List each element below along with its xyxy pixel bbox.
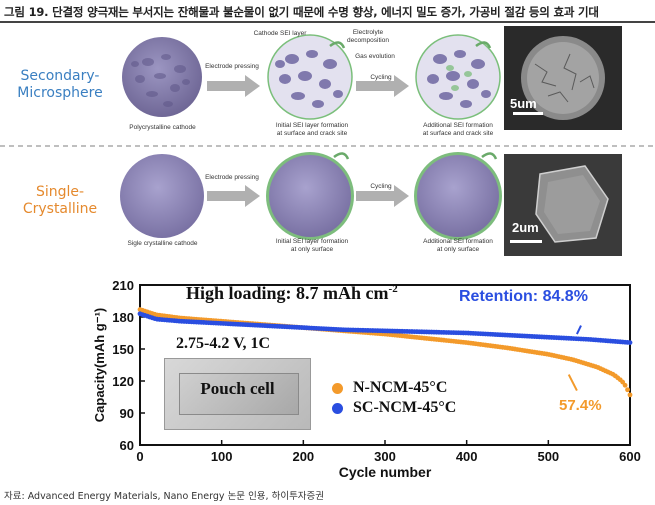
retention-arrow xyxy=(576,325,582,335)
row2-caption3: Additional SEI formation at only surface xyxy=(398,238,518,254)
row1-caption2-line1: Initial SEI layer formation xyxy=(275,122,349,129)
gas-label: Gas evolution xyxy=(355,53,395,60)
data-point xyxy=(627,392,633,398)
x-tick-label: 200 xyxy=(292,449,314,464)
orange-retention: 57.4% xyxy=(559,397,602,414)
row1-caption3-line2: at surface and crack site xyxy=(422,130,494,137)
x-tick-label: 0 xyxy=(136,449,143,464)
legend-label-sc-ncm: SC-NCM-45°C xyxy=(353,399,457,416)
data-point xyxy=(622,382,628,388)
x-tick-label: 300 xyxy=(374,449,396,464)
x-tick-label: 600 xyxy=(619,449,641,464)
retention-annotation: Retention: 84.8% xyxy=(459,288,588,306)
row1-caption2-line2: at surface and crack site xyxy=(276,130,348,137)
retention-label: Retention: xyxy=(459,288,539,305)
row2-label: Single- Crystalline xyxy=(0,184,120,218)
row2-caption2-line1: Initial SEI layer formation xyxy=(275,238,349,245)
electrolyte-line2: decomposition xyxy=(347,37,389,44)
row1-label-line1: Secondary- xyxy=(20,68,100,84)
pouch-cell-body xyxy=(179,373,299,415)
row2-caption3-line2: at only surface xyxy=(436,246,480,253)
legend-label-n-ncm: N-NCM-45°C xyxy=(353,379,448,396)
arrow-pressing-row2 xyxy=(207,185,260,207)
arrow-cycling-row2 xyxy=(356,185,409,207)
y-axis-label: Capacity(mAh g⁻¹) xyxy=(92,308,107,422)
legend-marker-orange xyxy=(332,382,343,394)
electrolyte-line1: Electrolyte xyxy=(352,29,384,36)
single-crystal-additional-sei xyxy=(414,152,502,240)
y-tick-label: 60 xyxy=(120,438,134,453)
sem-image-single xyxy=(504,154,622,256)
initial-sei-cluster xyxy=(267,34,353,120)
row2-label-line2: Crystalline xyxy=(22,201,98,217)
row1-caption3-line1: Additional SEI formation xyxy=(423,122,493,129)
pouch-cell-label: Pouch cell xyxy=(200,379,275,398)
row2-arrow2-label: Cycling xyxy=(370,183,392,190)
single-crystal-cathode xyxy=(120,154,204,238)
electrolyte-label: Electrolyte decomposition xyxy=(330,29,406,45)
additional-sei-cluster xyxy=(415,34,501,120)
schematic-figure xyxy=(0,26,655,256)
row2-caption3-line1: Additional SEI formation xyxy=(423,238,493,245)
sem-image-secondary xyxy=(504,26,622,130)
row1-arrow1-label: Electrode pressing xyxy=(205,63,259,70)
scale-5um: 5um xyxy=(510,96,537,111)
x-tick-label: 400 xyxy=(456,449,478,464)
row2-cathode-caption: Sigle crystalline cathode xyxy=(127,240,198,247)
row2-caption2-line2: at only surface xyxy=(290,246,334,253)
row1-label: Secondary- Microsphere xyxy=(0,68,120,102)
figure-title: 그림 19. 단결정 양극재는 부서지는 잔해물과 불순물이 없기 때문에 수명… xyxy=(4,5,599,19)
scale-2um: 2um xyxy=(512,220,539,235)
x-tick-label: 500 xyxy=(537,449,559,464)
loading-text: High loading: 8.7 mAh cm xyxy=(186,283,389,303)
orange-arrow xyxy=(567,374,578,392)
data-point xyxy=(625,387,630,393)
voltage-annotation: 2.75-4.2 V, 1C xyxy=(176,335,271,352)
polycrystalline-cathode xyxy=(122,37,202,117)
legend-marker-blue xyxy=(332,402,343,414)
y-tick-label: 180 xyxy=(112,310,134,325)
row1-caption2: Initial SEI layer formation at surface a… xyxy=(252,122,372,138)
title-rule xyxy=(0,21,655,23)
y-tick-label: 150 xyxy=(112,342,134,357)
loading-annotation: High loading: 8.7 mAh cm-2 xyxy=(186,283,398,304)
capacity-chart: 60 90 120 150 180 210 0 100 200 300 400 500 600 Cycle… xyxy=(92,278,641,480)
y-tick-label: 120 xyxy=(112,374,134,389)
legend-item-sc-ncm: SC-NCM-45°C xyxy=(332,398,456,418)
row1-cathode-caption: Polycrystalline cathode xyxy=(129,124,196,131)
row1-label-line2: Microsphere xyxy=(17,85,103,101)
loading-sup: -2 xyxy=(388,283,398,295)
legend-item-n-ncm: N-NCM-45°C xyxy=(332,378,456,398)
y-tick-label: 90 xyxy=(120,406,134,421)
retention-value: 84.8% xyxy=(542,288,588,305)
sei-layer-label: Cathode SEI layer xyxy=(253,30,307,37)
row2-caption2: Initial SEI layer formation at only surf… xyxy=(252,238,372,254)
row2-label-line1: Single- xyxy=(35,184,85,200)
row1-arrow2-label: Cycling xyxy=(370,74,392,81)
x-axis-label: Cycle number xyxy=(339,464,432,480)
x-tick-label: 100 xyxy=(211,449,233,464)
row2-arrow1-label: Electrode pressing xyxy=(205,174,259,181)
series-sc-ncm xyxy=(137,311,633,345)
data-point xyxy=(627,340,633,345)
legend: N-NCM-45°C SC-NCM-45°C xyxy=(332,378,456,418)
arrow-pressing-row1 xyxy=(207,75,260,97)
pouch-cell-photo: Pouch cell xyxy=(164,358,311,430)
single-crystal-initial-sei xyxy=(266,152,354,240)
row1-caption3: Additional SEI formation at surface and … xyxy=(398,122,518,138)
y-tick-label: 210 xyxy=(112,278,134,293)
arrow-cycling-row1 xyxy=(356,75,409,97)
source-note: 자료: Advanced Energy Materials, Nano Ener… xyxy=(4,491,325,502)
